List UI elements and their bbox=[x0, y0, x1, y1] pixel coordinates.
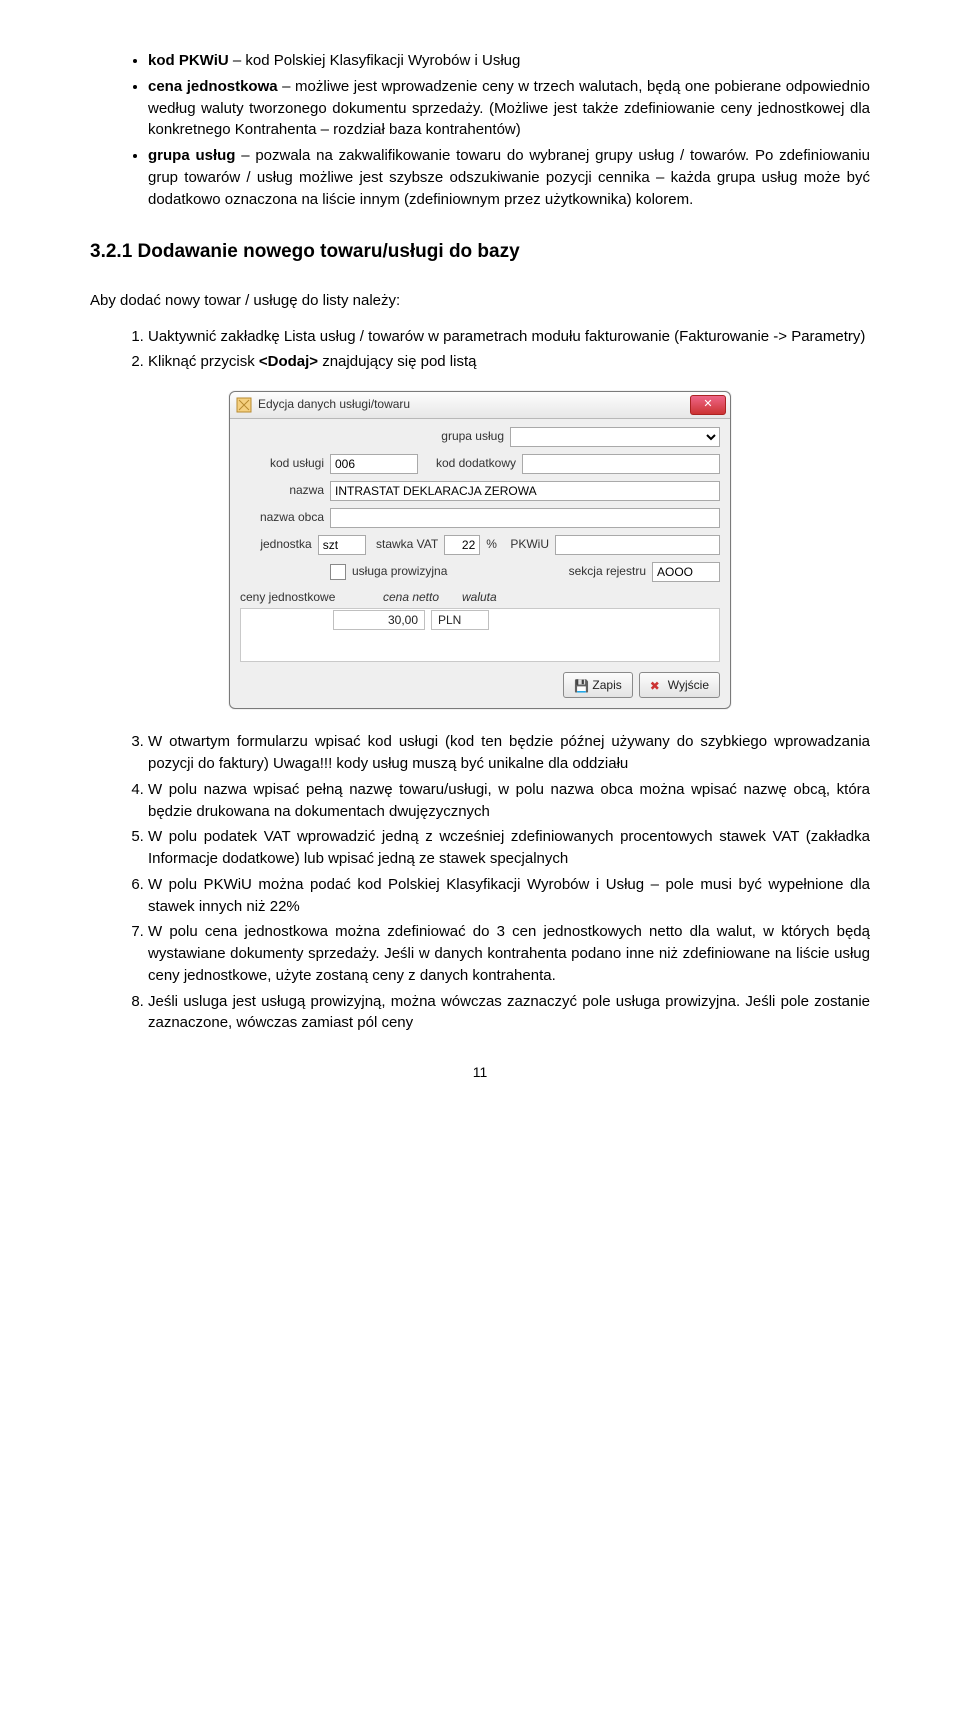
pkwiu-input[interactable] bbox=[555, 535, 720, 555]
zapis-button[interactable]: Zapis bbox=[563, 672, 632, 698]
zapis-label: Zapis bbox=[592, 677, 621, 694]
wyjscie-label: Wyjście bbox=[668, 677, 709, 694]
exit-icon bbox=[650, 678, 664, 692]
bullet-text: – pozwala na zakwalifikowanie towaru do … bbox=[148, 147, 870, 208]
kod-uslugi-input[interactable] bbox=[330, 454, 418, 474]
col-waluta: waluta bbox=[462, 589, 522, 606]
label-ceny: ceny jednostkowe bbox=[240, 589, 360, 606]
edit-dialog: Edycja danych usługi/towaru ✕ grupa usłu… bbox=[229, 391, 731, 709]
bullet-text: – kod Polskiej Klasyfikacji Wyrobów i Us… bbox=[229, 52, 521, 69]
col-cena-netto: cena netto bbox=[366, 589, 456, 606]
jednostka-input[interactable] bbox=[318, 535, 366, 555]
prowizyjna-checkbox[interactable] bbox=[330, 564, 346, 580]
sekcja-input[interactable] bbox=[652, 562, 720, 582]
kod-dodatkowy-input[interactable] bbox=[522, 454, 720, 474]
grupa-select[interactable] bbox=[510, 427, 720, 447]
bullet-item: cena jednostkowa – możliwe jest wprowadz… bbox=[148, 76, 870, 141]
bullet-item: kod PKWiU – kod Polskiej Klasyfikacji Wy… bbox=[148, 50, 870, 72]
bullet-item: grupa usług – pozwala na zakwalifikowani… bbox=[148, 145, 870, 210]
step-text: Kliknąć przycisk bbox=[148, 353, 259, 370]
label-kod-dodatkowy: kod dodatkowy bbox=[424, 455, 516, 472]
intro-text: Aby dodać nowy towar / usługę do listy n… bbox=[90, 290, 870, 312]
label-sekcja: sekcja rejestru bbox=[569, 563, 646, 580]
bullet-list: kod PKWiU – kod Polskiej Klasyfikacji Wy… bbox=[90, 50, 870, 210]
step-item: Kliknąć przycisk <Dodaj> znajdujący się … bbox=[148, 351, 870, 373]
stawka-vat-input[interactable] bbox=[444, 535, 480, 555]
steps-list-b: W otwartym formularzu wpisać kod usługi … bbox=[90, 731, 870, 1034]
step-item: W polu podatek VAT wprowadzić jedną z wc… bbox=[148, 826, 870, 870]
label-prowizyjna: usługa prowizyjna bbox=[352, 563, 447, 580]
label-kod-uslugi: kod usługi bbox=[240, 455, 324, 472]
nazwa-input[interactable] bbox=[330, 481, 720, 501]
step-item: W polu cena jednostkowa można zdefiniowa… bbox=[148, 921, 870, 986]
close-button[interactable]: ✕ bbox=[690, 395, 726, 415]
step-item: W otwartym formularzu wpisać kod usługi … bbox=[148, 731, 870, 775]
label-nazwa: nazwa bbox=[240, 482, 324, 499]
bullet-term: cena jednostkowa bbox=[148, 78, 278, 95]
step-item: W polu PKWiU można podać kod Polskiej Kl… bbox=[148, 874, 870, 918]
cena-cell[interactable]: 30,00 bbox=[333, 610, 425, 630]
dialog-title: Edycja danych usługi/towaru bbox=[258, 396, 690, 413]
save-icon bbox=[574, 678, 588, 692]
label-nazwa-obca: nazwa obca bbox=[240, 509, 324, 526]
label-stawka-vat: stawka VAT bbox=[372, 536, 439, 553]
waluta-cell[interactable]: PLN bbox=[431, 610, 489, 630]
steps-list-a: Uaktywnić zakładkę Lista usług / towarów… bbox=[90, 326, 870, 374]
step-bold: <Dodaj> bbox=[259, 353, 318, 370]
prices-panel: 30,00 PLN bbox=[240, 608, 720, 662]
nazwa-obca-input[interactable] bbox=[330, 508, 720, 528]
step-item: Jeśli usluga jest usługą prowizyjną, moż… bbox=[148, 991, 870, 1035]
section-heading: 3.2.1 Dodawanie nowego towaru/usługi do … bbox=[90, 238, 870, 266]
label-percent: % bbox=[486, 536, 497, 553]
bullet-term: grupa usług bbox=[148, 147, 235, 164]
step-item: W polu nazwa wpisać pełną nazwę towaru/u… bbox=[148, 779, 870, 823]
page-number: 11 bbox=[90, 1062, 870, 1082]
dialog-titlebar: Edycja danych usługi/towaru ✕ bbox=[230, 392, 730, 419]
bullet-term: kod PKWiU bbox=[148, 52, 229, 69]
label-pkwiu: PKWiU bbox=[503, 536, 549, 553]
step-item: Uaktywnić zakładkę Lista usług / towarów… bbox=[148, 326, 870, 348]
close-icon: ✕ bbox=[703, 398, 712, 410]
step-text: znajdujący się pod listą bbox=[318, 353, 476, 370]
label-jednostka: jednostka bbox=[240, 536, 312, 553]
wyjscie-button[interactable]: Wyjście bbox=[639, 672, 720, 698]
label-grupa: grupa usług bbox=[240, 428, 504, 445]
window-icon bbox=[236, 397, 252, 413]
